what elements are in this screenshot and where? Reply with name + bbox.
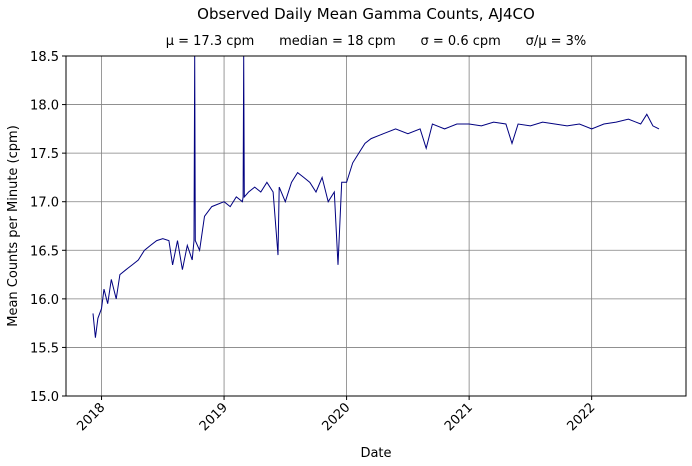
- y-tick-label: 18.0: [30, 99, 59, 114]
- x-tick-label: 2020: [319, 400, 353, 434]
- y-tick-label: 16.0: [30, 293, 59, 308]
- ticks: 2018 2019 2020 2021 2022 15.0 15.5 16.0 16.5 17.0…: [30, 50, 598, 434]
- x-tick-label: 2022: [564, 400, 598, 434]
- plot-frame: [65, 55, 687, 397]
- y-tick-label: 18.5: [30, 50, 59, 65]
- grid: [66, 55, 686, 397]
- chart-title: Observed Daily Mean Gamma Counts, AJ4CO: [197, 5, 535, 23]
- x-tick-label: 2019: [197, 400, 231, 434]
- x-axis-label: Date: [360, 446, 391, 461]
- series-line: [92, 55, 660, 338]
- y-axis-label: Mean Counts per Minute (cpm): [6, 125, 21, 327]
- x-tick-label: 2021: [442, 400, 476, 434]
- chart-subtitle: μ = 17.3 cpm median = 18 cpm σ = 0.6 cpm…: [166, 34, 587, 49]
- y-tick-label: 17.0: [30, 196, 59, 211]
- y-tick-label: 16.5: [30, 244, 59, 259]
- y-tick-label: 15.0: [30, 390, 59, 405]
- x-tick-label: 2018: [74, 400, 108, 434]
- y-tick-label: 15.5: [30, 341, 59, 356]
- y-tick-label: 17.5: [30, 147, 59, 162]
